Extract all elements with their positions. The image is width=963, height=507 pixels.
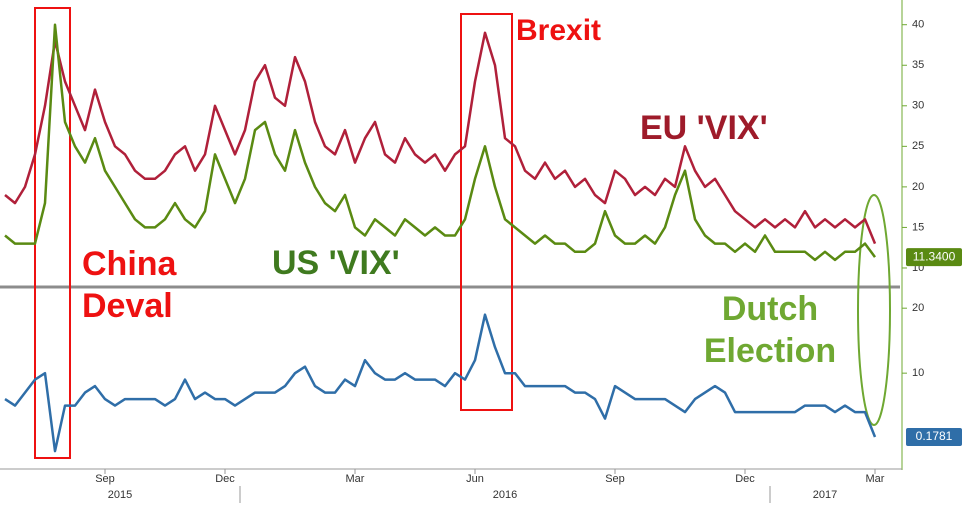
annotation: Brexit	[516, 14, 601, 47]
value-tag	[906, 248, 962, 267]
y-tick-label: 20	[912, 181, 924, 193]
y-tick-label: 35	[912, 59, 924, 71]
series-line	[4, 313, 877, 453]
dutch-ellipse	[857, 194, 891, 426]
china-box	[34, 7, 71, 459]
y-tick-label: 10	[912, 367, 924, 379]
y-tick-label: 30	[912, 100, 924, 112]
brexit-box	[460, 13, 513, 411]
x-tick-label: Sep	[605, 473, 625, 485]
y-tick-label: 20	[912, 302, 924, 314]
year-label: 2016	[493, 489, 517, 501]
series-line	[4, 31, 877, 245]
series-label: EU 'VIX'	[640, 109, 768, 147]
x-tick-label: Dec	[735, 473, 755, 485]
x-tick-label: Sep	[95, 473, 115, 485]
series-label: US 'VIX'	[272, 244, 400, 282]
value-tag	[906, 427, 962, 446]
y-tick-label: 25	[912, 140, 924, 152]
year-label: 2017	[813, 489, 837, 501]
x-tick-label: Jun	[466, 473, 484, 485]
annotation: Dutch	[722, 290, 818, 328]
series-line	[4, 23, 877, 262]
value-label: 11.3400	[913, 249, 956, 263]
annotation: Election	[704, 332, 836, 370]
value-label: 0.1781	[916, 429, 953, 443]
x-tick-label: Mar	[866, 473, 885, 485]
annotation: China	[82, 245, 178, 283]
year-label: 2015	[108, 489, 132, 501]
y-tick-label: 40	[912, 19, 924, 31]
x-tick-label: Mar	[346, 473, 365, 485]
y-tick-label: 15	[912, 221, 924, 233]
annotation: Deval	[82, 287, 173, 325]
x-tick-label: Dec	[215, 473, 235, 485]
